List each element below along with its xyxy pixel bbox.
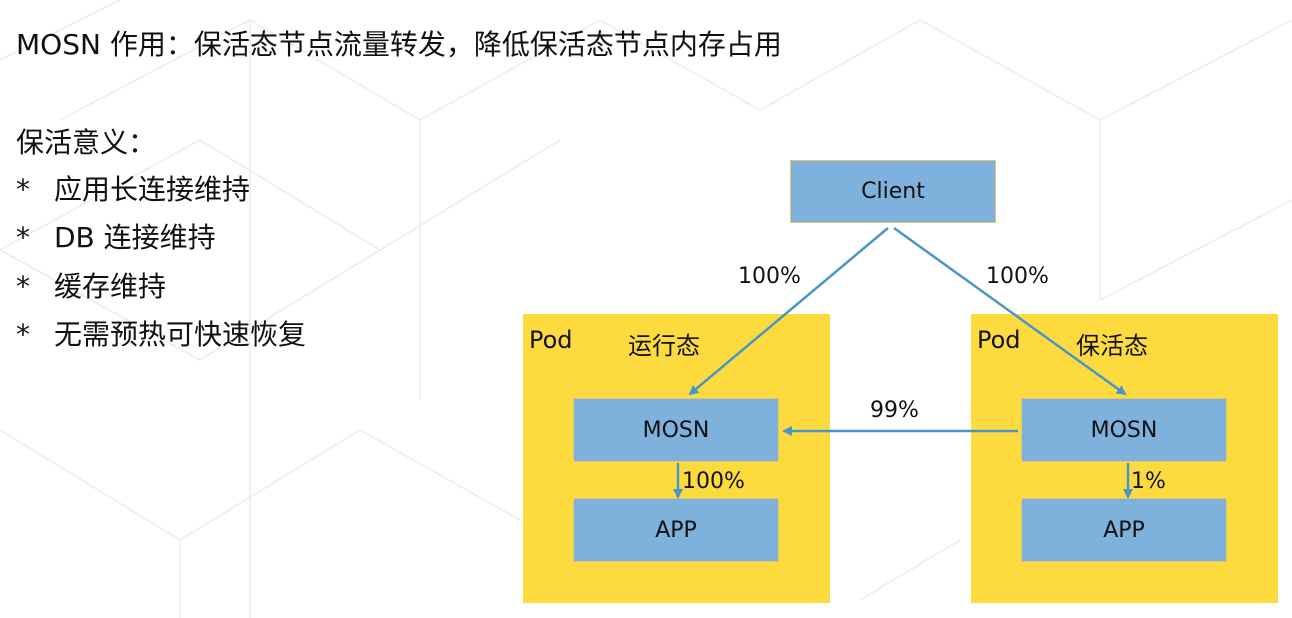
item-text: 应用长连接维持: [54, 173, 251, 206]
bullet: *: [16, 221, 30, 254]
app-box-running: APP: [573, 498, 779, 562]
bullet: *: [16, 270, 30, 303]
pod-label: Pod: [529, 326, 573, 354]
item-text: DB 连接维持: [54, 221, 216, 254]
bullet: *: [16, 173, 30, 206]
app-box-keepalive: APP: [1021, 498, 1227, 562]
label-client-to-keepalive: 100%: [986, 264, 1049, 289]
mosn-box-running: MOSN: [573, 398, 779, 462]
list-item: * 无需预热可快速恢复: [16, 318, 306, 352]
arrow-client-to-running: [688, 227, 889, 396]
pod-state: 运行态: [628, 332, 700, 360]
client-box: Client: [790, 160, 996, 223]
list-item: * 应用长连接维持: [16, 173, 250, 207]
arrow-client-to-keepalive: [893, 226, 1127, 396]
item-text: 无需预热可快速恢复: [54, 318, 307, 351]
meaning-heading: 保活意义：: [16, 126, 157, 159]
bullet: *: [16, 318, 30, 351]
mosn-box-keepalive: MOSN: [1021, 398, 1227, 462]
list-item: * DB 连接维持: [16, 221, 216, 255]
label-mosn-to-app-running: 100%: [682, 469, 745, 494]
pod-label: Pod: [977, 326, 1021, 354]
label-client-to-running: 100%: [738, 264, 801, 289]
label-keepalive-to-running: 99%: [870, 398, 919, 423]
pod-state: 保活态: [1076, 332, 1148, 360]
item-text: 缓存维持: [54, 270, 167, 303]
list-item: * 缓存维持: [16, 270, 166, 304]
label-mosn-to-app-keepalive: 1%: [1131, 469, 1166, 494]
slide-title: MOSN 作用：保活态节点流量转发，降低保活态节点内存占用: [16, 28, 782, 61]
